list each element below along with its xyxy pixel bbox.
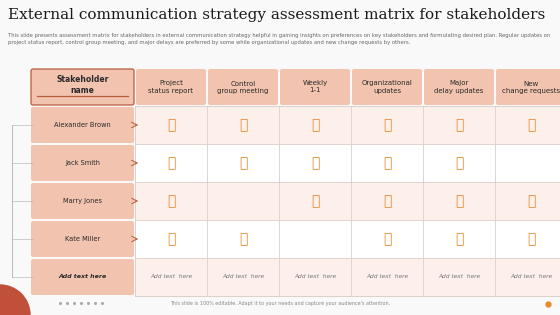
Text: 👍: 👍 <box>167 118 175 132</box>
Bar <box>351 258 423 296</box>
Text: 👍: 👍 <box>311 156 319 170</box>
Text: Marry Jones: Marry Jones <box>63 198 102 204</box>
Bar <box>207 182 279 220</box>
Text: 👍: 👍 <box>527 118 535 132</box>
Circle shape <box>0 285 30 315</box>
Bar <box>135 220 207 258</box>
Text: 👍: 👍 <box>167 232 175 246</box>
Bar <box>279 258 351 296</box>
Text: 👍: 👍 <box>311 118 319 132</box>
Bar <box>495 182 560 220</box>
FancyBboxPatch shape <box>31 259 134 295</box>
Bar <box>135 144 207 182</box>
Text: Jack Smith: Jack Smith <box>65 160 100 166</box>
Bar <box>423 258 495 296</box>
Text: 👍: 👍 <box>455 194 463 208</box>
Bar <box>135 182 207 220</box>
Bar <box>423 220 495 258</box>
FancyBboxPatch shape <box>424 69 494 105</box>
Text: Add text  here: Add text here <box>438 274 480 279</box>
FancyBboxPatch shape <box>208 69 278 105</box>
FancyBboxPatch shape <box>280 69 350 105</box>
Text: External communication strategy assessment matrix for stakeholders: External communication strategy assessme… <box>8 8 545 22</box>
Text: Weekly
1-1: Weekly 1-1 <box>302 81 328 94</box>
Bar <box>351 182 423 220</box>
Text: 👍: 👍 <box>383 232 391 246</box>
Bar <box>207 258 279 296</box>
Text: 👍: 👍 <box>311 194 319 208</box>
Bar <box>495 106 560 144</box>
Text: 👍: 👍 <box>455 156 463 170</box>
Text: Kate Miller: Kate Miller <box>65 236 100 242</box>
Text: Add text  here: Add text here <box>150 274 192 279</box>
Text: Add text here: Add text here <box>58 274 106 279</box>
Text: 👍: 👍 <box>239 232 247 246</box>
FancyBboxPatch shape <box>31 221 134 257</box>
Text: New
change requests: New change requests <box>502 81 560 94</box>
Text: Alexander Brown: Alexander Brown <box>54 122 111 128</box>
Text: 👍: 👍 <box>167 194 175 208</box>
Bar <box>207 106 279 144</box>
FancyBboxPatch shape <box>31 69 134 105</box>
Text: 👍: 👍 <box>455 118 463 132</box>
Text: 👍: 👍 <box>239 118 247 132</box>
Bar <box>351 106 423 144</box>
FancyBboxPatch shape <box>31 107 134 143</box>
Bar <box>279 144 351 182</box>
FancyBboxPatch shape <box>496 69 560 105</box>
Bar <box>207 220 279 258</box>
Text: Add text  here: Add text here <box>366 274 408 279</box>
Bar <box>495 220 560 258</box>
Text: 👍: 👍 <box>527 232 535 246</box>
FancyBboxPatch shape <box>352 69 422 105</box>
Bar <box>351 144 423 182</box>
Bar <box>135 106 560 296</box>
Text: Add text  here: Add text here <box>294 274 336 279</box>
Bar <box>279 182 351 220</box>
FancyBboxPatch shape <box>136 69 206 105</box>
Text: 👍: 👍 <box>455 232 463 246</box>
Bar <box>351 220 423 258</box>
FancyBboxPatch shape <box>31 183 134 219</box>
Text: Stakeholder
name: Stakeholder name <box>57 75 109 95</box>
Bar <box>135 106 207 144</box>
Text: Organizational
updates: Organizational updates <box>362 81 412 94</box>
Bar <box>423 182 495 220</box>
Text: 👍: 👍 <box>167 156 175 170</box>
Text: 👍: 👍 <box>383 118 391 132</box>
Bar <box>423 144 495 182</box>
Text: 👍: 👍 <box>383 156 391 170</box>
Text: This slide is 100% editable. Adapt it to your needs and capture your audience's : This slide is 100% editable. Adapt it to… <box>170 301 390 306</box>
Text: Add text  here: Add text here <box>222 274 264 279</box>
Text: 👍: 👍 <box>239 156 247 170</box>
Bar <box>495 258 560 296</box>
Bar <box>207 144 279 182</box>
Bar <box>279 220 351 258</box>
Bar <box>423 106 495 144</box>
Bar <box>279 106 351 144</box>
Bar <box>135 258 207 296</box>
Text: Add text  here: Add text here <box>510 274 552 279</box>
Bar <box>495 144 560 182</box>
Text: 👍: 👍 <box>527 194 535 208</box>
Text: Project
status report: Project status report <box>148 81 194 94</box>
Text: 👍: 👍 <box>383 194 391 208</box>
Text: This slide presents assessment matrix for stakeholders in external communication: This slide presents assessment matrix fo… <box>8 33 550 45</box>
Text: Control
group meeting: Control group meeting <box>217 81 269 94</box>
FancyBboxPatch shape <box>31 145 134 181</box>
Text: Major
delay updates: Major delay updates <box>435 81 484 94</box>
